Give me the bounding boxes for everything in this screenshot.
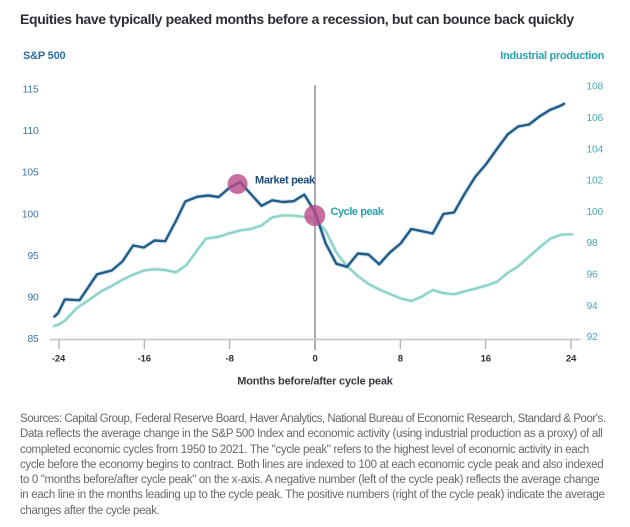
svg-text:0: 0 [312, 353, 317, 364]
svg-text:102: 102 [587, 176, 604, 187]
svg-text:Months before/after cycle peak: Months before/after cycle peak [237, 375, 393, 387]
svg-text:100: 100 [587, 207, 604, 218]
svg-text:92: 92 [587, 332, 599, 343]
svg-text:24: 24 [566, 353, 577, 364]
svg-text:100: 100 [22, 209, 39, 220]
svg-text:-8: -8 [226, 353, 234, 364]
svg-text:95: 95 [27, 251, 39, 262]
svg-text:Cycle peak: Cycle peak [331, 206, 385, 218]
svg-text:104: 104 [587, 144, 604, 155]
svg-text:110: 110 [23, 126, 39, 137]
svg-text:105: 105 [22, 168, 39, 179]
svg-text:106: 106 [587, 113, 604, 124]
svg-text:108: 108 [587, 82, 604, 93]
svg-text:94: 94 [587, 301, 599, 312]
svg-text:-16: -16 [138, 353, 151, 364]
svg-text:85: 85 [27, 334, 39, 345]
svg-text:Market peak: Market peak [255, 175, 316, 187]
svg-text:96: 96 [587, 270, 599, 281]
svg-text:90: 90 [27, 293, 39, 304]
svg-text:16: 16 [481, 353, 491, 364]
svg-text:-24: -24 [52, 353, 66, 364]
svg-text:8: 8 [398, 353, 403, 364]
svg-text:115: 115 [23, 85, 39, 96]
svg-text:98: 98 [587, 238, 599, 249]
